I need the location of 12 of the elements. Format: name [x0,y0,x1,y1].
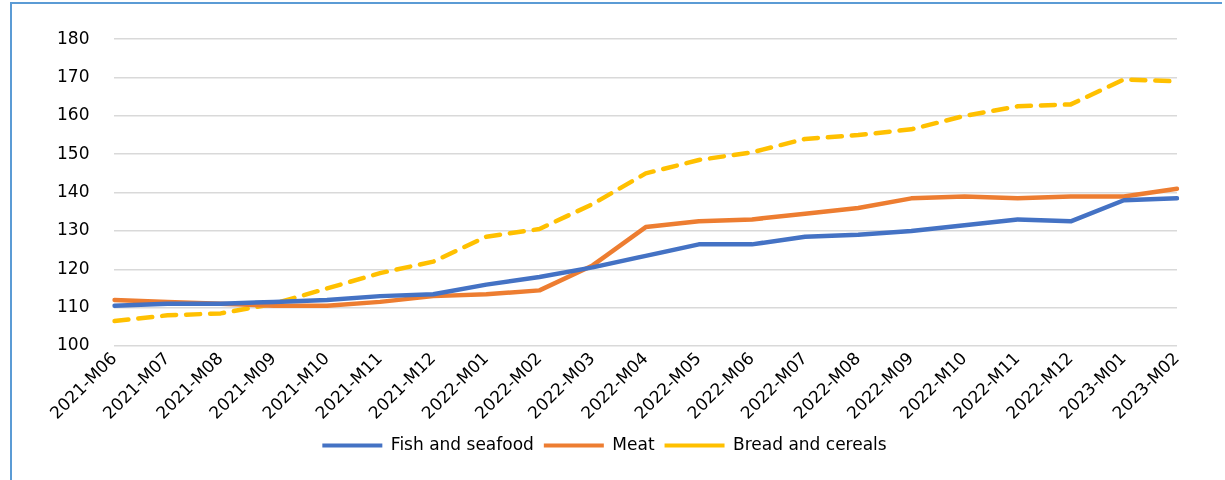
y-tick-label: 160 [56,104,90,125]
y-tick-label: 120 [56,257,90,278]
y-tick-label: 180 [56,27,90,48]
y-tick-label: 100 [56,334,90,355]
y-tick-label: 170 [56,65,90,86]
y-tick-label: 150 [56,142,90,163]
legend-label: Fish and seafood [390,433,534,454]
legend-label: Bread and cereals [733,433,887,454]
y-tick-label: 140 [56,181,90,202]
y-tick-label: 130 [56,219,90,240]
y-tick-label: 110 [56,296,90,317]
legend-label: Meat [612,433,655,454]
